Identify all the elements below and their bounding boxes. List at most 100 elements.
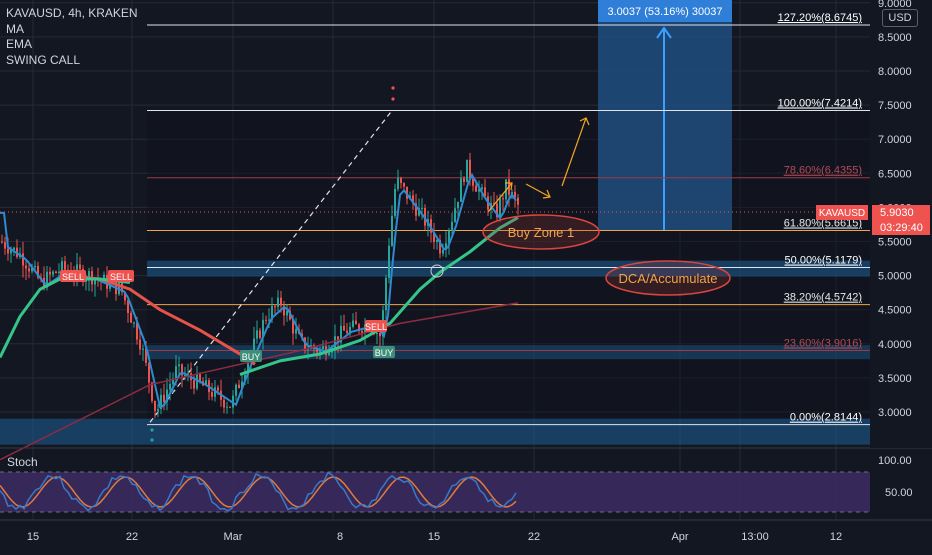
fib-label: 100.00%(7.4214) [778, 97, 862, 109]
ma-green-line-early [0, 277, 131, 359]
candle-body [124, 292, 126, 301]
candle-body [136, 322, 138, 340]
candle-body [37, 265, 39, 278]
buy-zone-label: Buy Zone 1 [508, 225, 575, 240]
candle-body [274, 306, 276, 308]
dca-label: DCA/Accumulate [619, 271, 718, 286]
candle-body [199, 374, 201, 382]
trend-dashed-line [149, 110, 393, 423]
candle-body [256, 330, 258, 339]
candle-body [307, 348, 309, 350]
candle-body [166, 389, 168, 403]
price-tick: 4.0000 [878, 339, 912, 351]
candle-body [352, 320, 354, 327]
price-tick: 8.5000 [878, 32, 912, 44]
time-tick: 12 [830, 531, 842, 543]
projection-arrow [561, 117, 587, 187]
current-price: 5.9030 [880, 207, 914, 219]
sell-signal: SELL [365, 322, 387, 332]
sell-signal: SELL [62, 272, 84, 282]
candle-body [385, 277, 387, 311]
candle-body [58, 271, 60, 274]
candle-body [142, 348, 144, 350]
candle-body [517, 197, 519, 205]
candle-body [292, 319, 294, 334]
projection-arrowhead [505, 182, 513, 191]
projection-arrowhead [579, 117, 590, 126]
candle-body [355, 320, 357, 325]
candle-body [316, 348, 318, 353]
symbol-tag: KAVAUSD [819, 208, 865, 219]
ma-long-line [0, 302, 519, 461]
price-tick: 5.0000 [878, 271, 912, 283]
ma-green-line [239, 216, 519, 376]
candle-body [337, 336, 339, 343]
buy-signal: BUY [375, 348, 394, 358]
price-tick: 7.0000 [878, 134, 912, 146]
candle-body [448, 230, 450, 244]
buy-zone-ellipse [482, 214, 600, 250]
candle-body [397, 178, 399, 189]
candle-body [46, 271, 48, 288]
candle-body [358, 324, 360, 331]
indicator-ema[interactable]: EMA [6, 37, 33, 51]
candle-body [253, 338, 255, 353]
zone-mid [147, 345, 870, 360]
fib-label: 61.80%(5.6615) [784, 217, 862, 229]
candle-body [496, 203, 498, 218]
candle-body [10, 249, 12, 254]
buy-signal: BUY [242, 352, 261, 362]
buy-signal-bg [240, 350, 262, 362]
dca-ellipse [605, 260, 731, 296]
candle-body [238, 384, 240, 389]
candle-body [4, 242, 6, 249]
candle-body [103, 274, 105, 281]
candle-body [172, 378, 174, 385]
candle-body [463, 178, 465, 182]
candle-body [178, 364, 180, 367]
candle-body [283, 305, 285, 316]
projection-arrowhead [542, 189, 551, 199]
candle-body [349, 326, 351, 334]
stoch-indicator-label[interactable]: Stoch [7, 455, 38, 469]
candle-body [22, 253, 24, 266]
currency-badge[interactable]: USD [882, 9, 918, 27]
candle-body [139, 339, 141, 350]
candle-body [391, 215, 393, 246]
candle-body [7, 248, 9, 254]
candle-body [502, 198, 504, 200]
candle-body [13, 247, 15, 250]
candle-body [154, 400, 156, 411]
candle-body [493, 202, 495, 204]
candle-body [277, 297, 279, 307]
candle-body [481, 187, 483, 190]
candle-body [394, 188, 396, 216]
candle-body [439, 239, 441, 254]
symbol-title[interactable]: KAVAUSD, 4h, KRAKEN [6, 6, 138, 20]
candle-body [1, 241, 3, 243]
candle-body [421, 207, 423, 209]
candle-body [145, 348, 147, 363]
candle-body [400, 178, 402, 184]
candle-body [163, 394, 165, 403]
spike-dot [391, 97, 395, 101]
indicator-ma[interactable]: MA [6, 21, 24, 36]
stoch-tick: 50.00 [885, 487, 913, 499]
price-tick: 9.0000 [878, 0, 912, 10]
sell-signal: SELL [110, 272, 132, 282]
candle-body [322, 346, 324, 350]
indicator-swing-call[interactable]: SWING CALL [6, 52, 81, 67]
candle-body [127, 300, 129, 313]
candle-body [52, 271, 54, 275]
candle-body [445, 243, 447, 250]
time-tick: Mar [224, 531, 243, 543]
candle-body [286, 311, 288, 316]
candle-body [211, 392, 213, 397]
candle-body [94, 278, 96, 285]
price-tick: 3.0000 [878, 407, 912, 419]
time-tick: 22 [126, 531, 138, 543]
time-tick: 15 [428, 531, 440, 543]
price-tick: 4.5000 [878, 305, 912, 317]
